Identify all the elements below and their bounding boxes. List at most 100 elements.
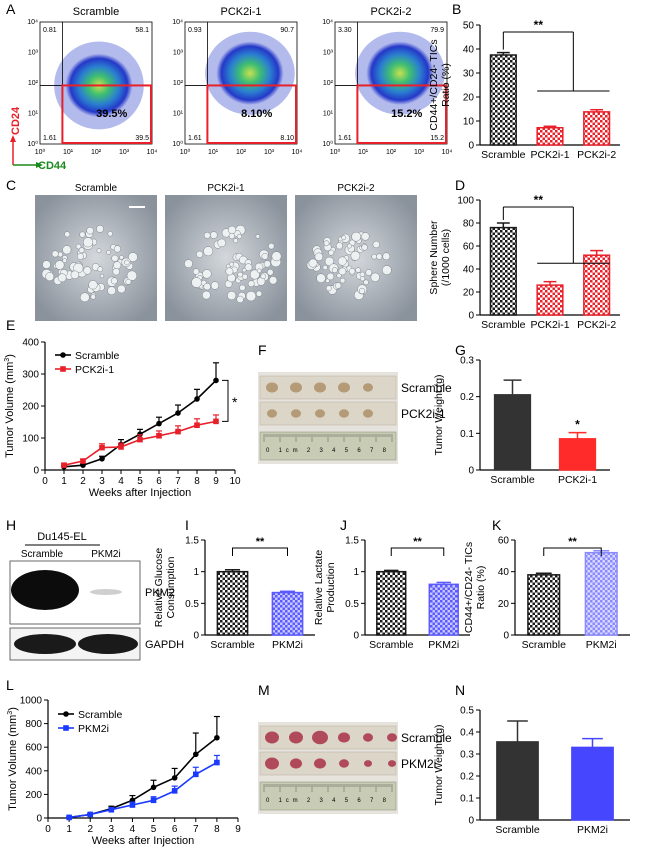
flow-x-tick: 10⁰ <box>35 148 46 156</box>
y-axis-label: Tumor Weight (g) <box>433 724 445 805</box>
flow-y-tick: 10⁴ <box>322 19 333 26</box>
tumor-row-label: PCK2i-1 <box>401 407 446 421</box>
sphere-cell <box>268 243 275 250</box>
data-point <box>108 806 115 813</box>
y-tick-label: 30 <box>463 69 475 80</box>
data-point <box>137 436 143 443</box>
tumor <box>388 760 396 767</box>
flow-density-cloud <box>366 41 434 105</box>
photo-tray <box>259 401 397 426</box>
y-tick-label: 20 <box>463 93 475 104</box>
y-tick-label: 0 <box>468 816 474 827</box>
y-axis-label-sup: 3 <box>7 711 14 715</box>
y-axis-label-sup: 3 <box>4 358 11 362</box>
flow-quadrant-ll: 1.61 <box>43 135 57 142</box>
data-point <box>66 814 72 821</box>
data-point <box>194 396 200 402</box>
flow-quadrant-lr: 15.2 <box>430 135 444 142</box>
x-axis-label: Weeks after Injection <box>92 835 195 847</box>
x-tick-label: 6 <box>172 824 178 835</box>
series-line-Scramble <box>68 737 218 819</box>
tumor <box>363 733 373 742</box>
sphere-cell <box>217 238 226 248</box>
sphere-cell <box>236 295 244 304</box>
sig-bracket <box>543 547 602 556</box>
data-point <box>192 751 199 758</box>
y-tick-label: 400 <box>25 766 42 777</box>
sphere-cell <box>82 237 94 248</box>
tumor <box>339 759 349 768</box>
sig-bracket <box>232 547 288 556</box>
bar-chart-B: 0 10 20 30 40 50 CD44+/CD24- TICsRatio (%) Scra… <box>428 18 620 161</box>
data-point <box>80 458 86 464</box>
flow-x-tick: 10¹ <box>63 149 74 156</box>
flow-x-tick: 10² <box>236 149 247 156</box>
tumor <box>338 382 350 393</box>
data-point <box>213 377 219 384</box>
tumor-photo-F: Scramble PCK2i-1 0 1cm 2 3 4 5 6 7 8 <box>258 372 452 464</box>
flow-y-tick: 10³ <box>28 50 39 57</box>
flow-y-tick: 10³ <box>173 50 184 57</box>
y-tick-label: 60 <box>498 536 510 547</box>
sphere-cell <box>351 231 362 242</box>
bar-chart-N: 0 0.1 0.2 0.3 0.4 0.5 Tumor Weight (g) Scramble… <box>433 706 630 836</box>
y-axis-label-line: Ratio (%) <box>475 566 487 610</box>
bar <box>583 254 611 316</box>
sphere-cell <box>237 271 243 278</box>
panel-letter-F: F <box>258 342 267 358</box>
y-axis-label: Tumor Volume (mm3) <box>4 354 16 458</box>
x-tick-label: 5 <box>137 476 143 487</box>
tumor <box>315 409 325 418</box>
data-point <box>129 802 136 808</box>
bar <box>496 741 539 821</box>
sphere-cell <box>75 243 82 250</box>
sphere-image-bg <box>35 195 157 321</box>
sphere-cell <box>241 273 248 280</box>
sphere-cell <box>78 247 85 254</box>
sphere-cell <box>196 250 204 258</box>
sphere-cell <box>244 263 253 272</box>
data-point <box>214 734 220 741</box>
sphere-cell <box>107 286 116 296</box>
y-axis-label: Relative LactateProduction <box>313 550 337 625</box>
sphere-cell <box>247 280 255 288</box>
flow-quadrant-ul: 0.93 <box>188 27 202 34</box>
sphere-cell <box>371 253 377 260</box>
x-tick-label: Scramble <box>210 639 255 651</box>
sphere-cell <box>261 253 269 260</box>
sphere-cell <box>267 269 274 276</box>
sphere-cell <box>260 273 267 280</box>
western-lane-pkm2i: PKM2i <box>91 549 120 560</box>
bar-chart-J: 0 0.5 1 1.5 Relative LactateProduction Scramb… <box>313 536 470 651</box>
panel-letter-L: L <box>6 677 14 693</box>
tumor-row-label: PKM2i <box>401 757 436 771</box>
sphere-cell <box>370 272 380 282</box>
legend-marker <box>63 711 69 717</box>
flow-quadrant-ll: 1.61 <box>188 135 202 142</box>
y-tick-label: 0 <box>468 141 474 152</box>
x-tick-label: PCK2i-1 <box>530 149 569 161</box>
bar-chart-I: 0 0.5 1 1.5 Relative GlucoseConsumption Scram… <box>153 536 315 651</box>
sphere-cell <box>308 258 318 268</box>
bar-chart-G: 0 0.1 0.2 0.3 Tumor Weight (g) Scramble PCK2i-… <box>433 356 610 486</box>
sphere-cell <box>363 279 369 286</box>
flow-quadrant-ll: 1.61 <box>338 135 352 142</box>
sig-stars: ** <box>413 536 422 548</box>
sphere-cell <box>124 259 130 266</box>
sphere-cell <box>113 245 121 253</box>
bar <box>558 438 597 471</box>
flow-gate-percent: 39.5% <box>96 108 127 120</box>
bar <box>489 226 517 316</box>
x-tick-label: 2 <box>80 476 86 487</box>
data-point <box>214 759 220 766</box>
blot-band-gapdh-scramble <box>14 634 76 654</box>
western-band-pkm2: PKM2 <box>145 587 175 599</box>
y-tick-label: 0 <box>353 631 359 642</box>
tumor <box>312 730 328 745</box>
panel-letter-E: E <box>6 317 15 333</box>
sphere-cell <box>119 255 124 260</box>
sphere-cell <box>381 265 392 275</box>
data-point <box>137 431 143 437</box>
y-tick-label: 0.5 <box>185 599 199 610</box>
sphere-cell <box>348 267 356 275</box>
